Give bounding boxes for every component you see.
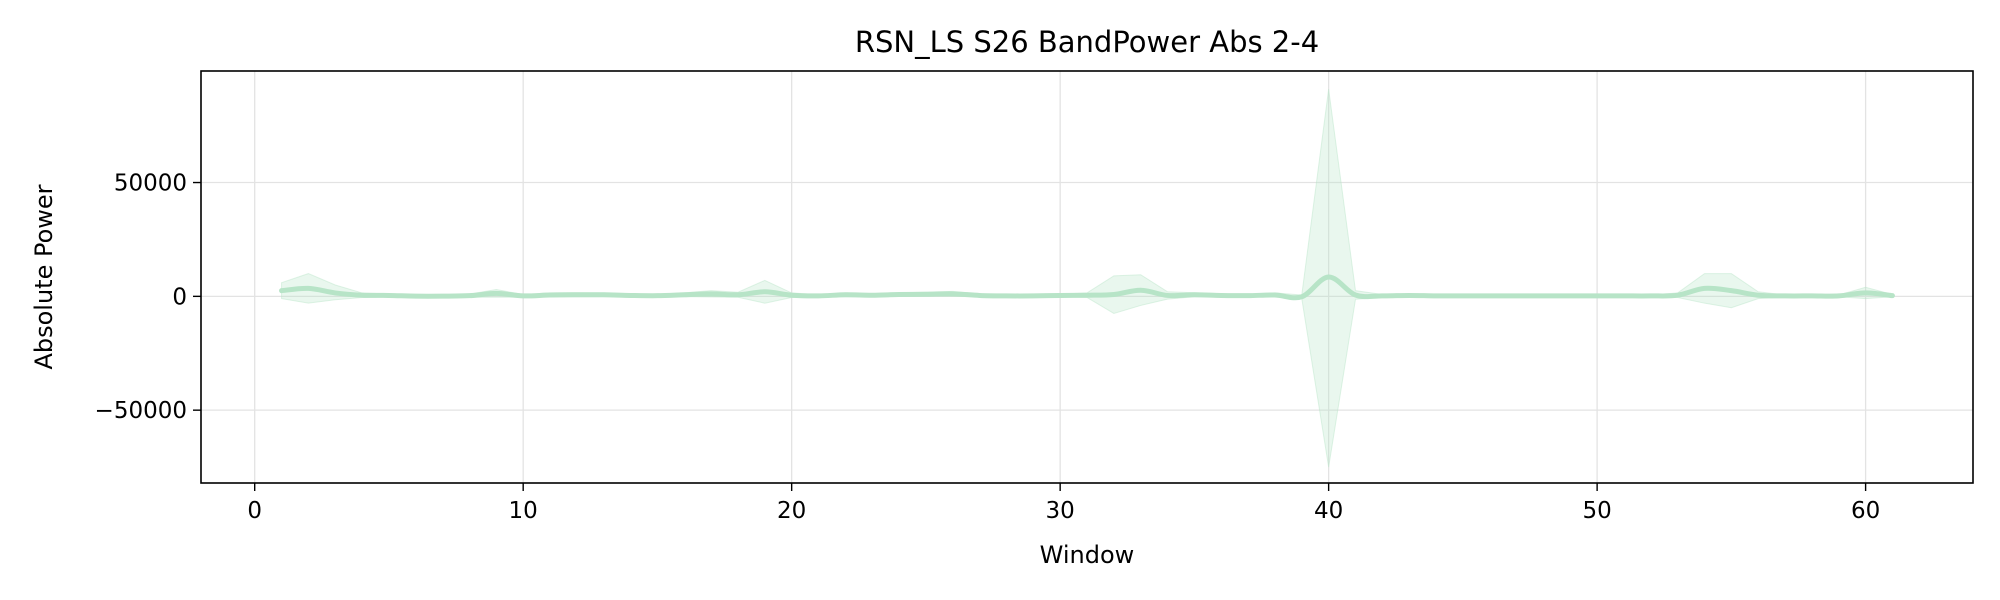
y-axis-label: Absolute Power bbox=[30, 184, 58, 369]
plot-frame bbox=[200, 70, 1974, 484]
x-tick-label: 0 bbox=[247, 498, 262, 524]
x-tick-label: 60 bbox=[1851, 498, 1880, 524]
y-axis-ticks: −50000 0 50000 bbox=[95, 171, 201, 424]
x-axis-label: Window bbox=[1040, 541, 1135, 569]
mean-line-layer bbox=[279, 274, 1895, 301]
x-tick-label: 40 bbox=[1314, 498, 1343, 524]
x-tick-label: 20 bbox=[777, 498, 806, 524]
y-tick-label: −50000 bbox=[95, 398, 187, 424]
chart-title: RSN_LS S26 BandPower Abs 2-4 bbox=[855, 25, 1319, 59]
y-tick-label: 0 bbox=[172, 284, 187, 310]
x-axis-ticks: 0 10 20 30 40 50 60 bbox=[247, 483, 1880, 524]
mean-line bbox=[279, 274, 1895, 301]
y-tick-label: 50000 bbox=[114, 171, 187, 197]
x-tick-label: 50 bbox=[1582, 498, 1611, 524]
x-tick-label: 30 bbox=[1046, 498, 1075, 524]
x-tick-label: 10 bbox=[509, 498, 538, 524]
